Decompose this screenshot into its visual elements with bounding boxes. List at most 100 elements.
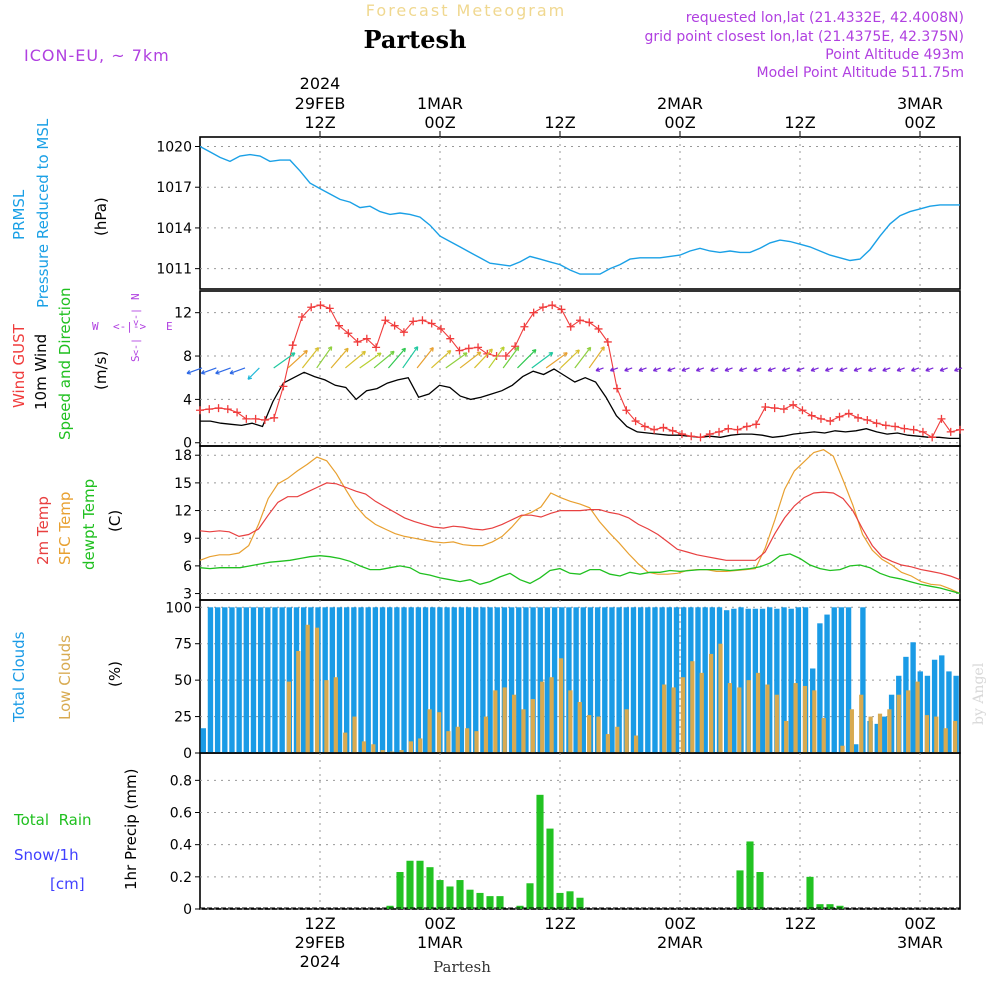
bottom-time-label-5-l1: 00Z bbox=[904, 914, 935, 933]
total-cloud-bar-100 bbox=[917, 671, 923, 753]
bottom-time-label-3-l1: 00Z bbox=[664, 914, 695, 933]
low-cloud-bar-68 bbox=[840, 745, 845, 753]
wind-arrow-25 bbox=[560, 349, 580, 369]
rain-bar-24 bbox=[436, 880, 444, 909]
total-cloud-bar-87 bbox=[824, 614, 830, 753]
rain-bar-33 bbox=[526, 883, 534, 909]
wind-arrow-1 bbox=[200, 367, 217, 375]
total-cloud-bar-19 bbox=[336, 607, 343, 753]
total-cloud-bar-64 bbox=[659, 607, 665, 753]
gust-marker-56 bbox=[715, 427, 724, 436]
gust-marker-23 bbox=[409, 317, 418, 326]
gust-marker-12 bbox=[307, 303, 316, 312]
wind-arrow-34 bbox=[681, 367, 690, 372]
top-time-label-3-l3: 00Z bbox=[664, 113, 695, 132]
total-cloud-bar-95 bbox=[881, 716, 888, 753]
rain-bar-34 bbox=[536, 794, 544, 909]
point-altitude: Point Altitude 493m bbox=[825, 47, 964, 63]
gust-marker-79 bbox=[928, 433, 937, 442]
wind-panel: 0 4 8 12 bbox=[174, 290, 964, 452]
low-cloud-bar-50 bbox=[671, 687, 676, 753]
total-cloud-bar-103 bbox=[939, 655, 945, 753]
total-cloud-bar-1 bbox=[207, 607, 214, 753]
clouds-unit: (%) bbox=[106, 661, 124, 687]
gust-marker-35 bbox=[520, 322, 529, 331]
total-cloud-bar-31 bbox=[422, 607, 429, 753]
compass-rose: N <-| W <-|-> E <-| S bbox=[92, 293, 173, 362]
pressure-msl-label: Pressure Reduced to MSL bbox=[34, 118, 52, 308]
low-cloud-bar-77 bbox=[924, 715, 930, 753]
total-cloud-bar-41 bbox=[494, 607, 500, 753]
gust-marker-78 bbox=[918, 427, 927, 436]
total-cloud-bar-6 bbox=[243, 607, 249, 753]
wind-arrow-31 bbox=[638, 367, 647, 372]
low-cloud-bar-10 bbox=[296, 651, 301, 753]
wind-arrow-37 bbox=[724, 367, 733, 372]
low-cloud-bar-73 bbox=[887, 709, 892, 753]
temp-2m-line bbox=[199, 482, 961, 581]
wind-arrow-8 bbox=[316, 346, 333, 369]
low-cloud-bar-23 bbox=[418, 738, 423, 753]
rain-bar-55 bbox=[746, 841, 754, 909]
low-cloud-bar-43 bbox=[605, 734, 611, 753]
total-cloud-bar-42 bbox=[501, 607, 508, 753]
total-cloud-bar-94 bbox=[874, 723, 880, 753]
gust-marker-67 bbox=[816, 414, 825, 423]
temp-labels: 2m Temp SFC Temp dewpt Temp (C) bbox=[34, 479, 124, 570]
gust-marker-37 bbox=[538, 303, 547, 312]
wind-arrow-14 bbox=[402, 346, 419, 369]
wind-arrow-28 bbox=[595, 367, 604, 372]
low-cloud-bar-74 bbox=[896, 694, 901, 753]
temp-ytick-label-4: 15 bbox=[174, 476, 192, 492]
precip-ytick-label-2: 0.4 bbox=[170, 838, 192, 854]
precip-unit: 1hr Precip (mm) bbox=[122, 769, 140, 890]
top-time-label-0-l1: 2024 bbox=[300, 74, 341, 93]
total-cloud-bar-46 bbox=[530, 607, 536, 753]
t2m-label: 2m Temp bbox=[34, 496, 52, 565]
compass-arrows-s: <-| bbox=[131, 338, 142, 356]
gust-marker-53 bbox=[687, 432, 696, 441]
rain-bar-38 bbox=[576, 897, 584, 909]
clouds-panel: 0 25 50 75 100 bbox=[165, 599, 961, 762]
gust-marker-43 bbox=[594, 324, 603, 333]
total-cloud-bar-37 bbox=[465, 607, 472, 753]
gust-marker-72 bbox=[863, 415, 872, 424]
gust-marker-1 bbox=[205, 405, 214, 414]
total-cloud-bar-99 bbox=[910, 642, 916, 753]
gust-marker-39 bbox=[557, 305, 566, 314]
gust-marker-17 bbox=[353, 337, 362, 346]
low-cloud-bar-35 bbox=[530, 699, 535, 753]
gust-marker-49 bbox=[650, 425, 659, 434]
total-cloud-bar-25 bbox=[379, 607, 386, 753]
wind-arrow-24 bbox=[545, 352, 568, 369]
gust-marker-75 bbox=[891, 422, 900, 431]
rain-bar-36 bbox=[556, 892, 564, 909]
total-cloud-bar-65 bbox=[666, 607, 673, 753]
total-cloud-bar-74 bbox=[731, 608, 737, 753]
low-cloud-bar-16 bbox=[352, 716, 357, 753]
bottom-time-label-0-l3: 2024 bbox=[300, 952, 341, 971]
total-cloud-bar-4 bbox=[229, 607, 235, 753]
rain-bar-20 bbox=[396, 872, 404, 909]
total-cloud-bar-77 bbox=[752, 608, 759, 753]
compass-e: E bbox=[166, 320, 173, 333]
wind-arrow-48 bbox=[882, 367, 891, 372]
temp-ytick-label-1: 6 bbox=[183, 559, 192, 575]
total-cloud-bar-23 bbox=[365, 607, 371, 753]
total-cloud-bar-104 bbox=[946, 671, 952, 753]
total-cloud-bar-5 bbox=[236, 607, 242, 753]
low-cloud-bar-76 bbox=[915, 681, 920, 753]
top-time-label-0-l3: 12Z bbox=[304, 113, 335, 132]
total-cloud-bar-79 bbox=[767, 607, 773, 753]
gust-marker-26 bbox=[436, 324, 445, 333]
wind-arrow-6 bbox=[287, 349, 308, 369]
total-cloud-bar-59 bbox=[623, 607, 629, 753]
pressure-ytick-label-3: 1020 bbox=[156, 140, 192, 156]
wind-arrow-3 bbox=[229, 367, 246, 375]
total-cloud-bar-12 bbox=[286, 607, 293, 753]
pressure-unit: (hPa) bbox=[92, 197, 110, 236]
wind-arrow-49 bbox=[896, 367, 905, 372]
rain-bar-26 bbox=[456, 880, 464, 909]
wind-arrow-52 bbox=[939, 367, 948, 372]
clouds-ytick-label-2: 50 bbox=[174, 673, 192, 689]
